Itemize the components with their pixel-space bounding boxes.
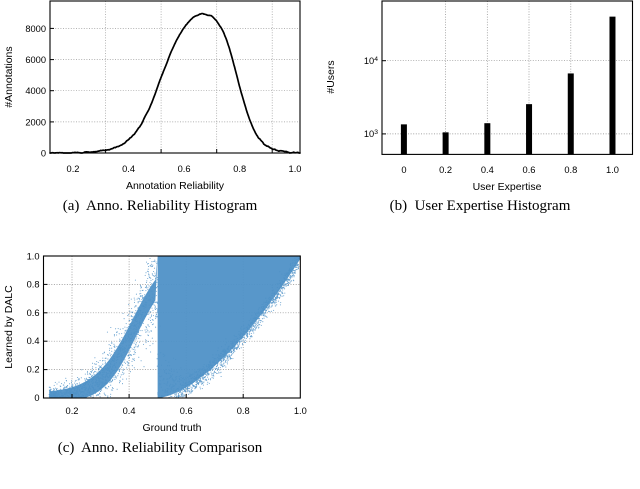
- svg-text:2000: 2000: [25, 117, 46, 127]
- svg-text:1.0: 1.0: [606, 165, 619, 175]
- svg-text:0: 0: [41, 149, 46, 159]
- svg-text:1.0: 1.0: [289, 164, 302, 174]
- svg-text:8000: 8000: [25, 24, 46, 34]
- svg-text:0.2: 0.2: [67, 164, 80, 174]
- svg-text:6000: 6000: [25, 55, 46, 65]
- svg-text:0.8: 0.8: [564, 165, 577, 175]
- svg-text:0.4: 0.4: [122, 164, 135, 174]
- svg-text:0.6: 0.6: [180, 406, 193, 416]
- svg-text:0.8: 0.8: [233, 164, 246, 174]
- svg-text:104: 104: [364, 55, 378, 66]
- svg-text:1.0: 1.0: [27, 252, 40, 262]
- svg-text:User Expertise: User Expertise: [473, 181, 542, 193]
- svg-text:0.6: 0.6: [27, 308, 40, 318]
- svg-text:Annotation Reliability: Annotation Reliability: [126, 180, 225, 192]
- svg-text:0.2: 0.2: [66, 406, 79, 416]
- svg-text:0.2: 0.2: [439, 165, 452, 175]
- svg-text:103: 103: [364, 129, 378, 140]
- svg-text:#Annotations: #Annotations: [3, 46, 15, 107]
- svg-text:0.2: 0.2: [27, 365, 40, 375]
- svg-text:0: 0: [401, 165, 406, 175]
- svg-text:0.8: 0.8: [27, 279, 40, 289]
- svg-text:0.4: 0.4: [27, 336, 40, 346]
- svg-text:1.0: 1.0: [294, 406, 307, 416]
- svg-text:0: 0: [34, 393, 39, 403]
- svg-text:0.6: 0.6: [178, 164, 191, 174]
- svg-text:0.4: 0.4: [123, 406, 136, 416]
- svg-text:0.8: 0.8: [237, 406, 250, 416]
- svg-text:Learned by DALC: Learned by DALC: [3, 285, 15, 369]
- svg-text:0.4: 0.4: [481, 165, 494, 175]
- svg-text:0.6: 0.6: [523, 165, 536, 175]
- svg-text:#Users: #Users: [325, 60, 337, 93]
- svg-text:4000: 4000: [25, 86, 46, 96]
- svg-text:Ground truth: Ground truth: [143, 422, 202, 434]
